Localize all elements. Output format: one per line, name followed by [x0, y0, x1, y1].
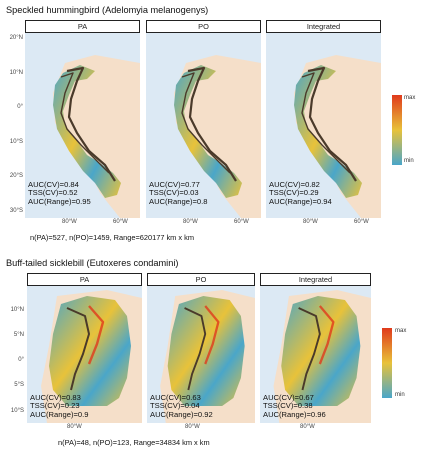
- species-title: Speckled hummingbird (Adelomyia melanoge…: [6, 5, 209, 15]
- suitability-map: [146, 33, 261, 218]
- metric-tss-cv: TSS(CV)=0.03: [149, 188, 199, 198]
- expert-range-outline: [66, 66, 116, 182]
- x-tick: 80°W: [185, 424, 200, 430]
- legend-max-label: max: [404, 95, 416, 101]
- y-tick: 20°N: [9, 35, 23, 41]
- suitability-surface: [174, 65, 242, 198]
- x-tick: 80°W: [67, 424, 82, 430]
- y-tick: 10°S: [10, 408, 24, 414]
- species-block-1: Speckled hummingbird (Adelomyia melanoge…: [6, 5, 416, 242]
- map-panel-po: PO AUC(CV)=0.77 TSS(CV)=0.03 AUC(Range)=…: [146, 20, 261, 218]
- metric-tss-cv: TSS(CV)=0.52: [28, 188, 78, 198]
- model-metrics: AUC(CV)=0.77 TSS(CV)=0.03 AUC(Range)=0.8: [149, 180, 208, 206]
- metric-auc-cv: AUC(CV)=0.84: [28, 180, 79, 189]
- y-tick: 0°: [18, 357, 24, 363]
- map-panel-integrated: Integrated AUC(CV)=0.67 TSS(CV)=0.38 AUC…: [260, 273, 371, 423]
- x-tick: 80°W: [183, 219, 198, 225]
- metric-auc-range: AUC(Range)=0.94: [269, 196, 332, 206]
- suitability-surface: [49, 296, 131, 406]
- y-tick: 0°: [17, 104, 23, 110]
- map-panel-po: PO AUC(CV)=0.63 TSS(CV)=0.04 AUC(Range)=…: [147, 273, 255, 423]
- metric-auc-cv: AUC(CV)=0.63: [150, 393, 201, 402]
- legend-min-label: min: [404, 158, 414, 164]
- x-tick: 60°W: [234, 219, 249, 225]
- y-tick: 10°S: [9, 139, 23, 145]
- panel-strip: PO: [147, 273, 255, 286]
- model-metrics: AUC(CV)=0.67 TSS(CV)=0.38 AUC(Range)=0.9…: [263, 393, 326, 419]
- color-legend: [382, 328, 392, 398]
- sample-size-note: n(PA)=48, n(PO)=123, Range=34834 km x km: [58, 438, 210, 447]
- x-tick: 80°W: [300, 424, 315, 430]
- metric-auc-range: AUC(Range)=0.92: [150, 409, 213, 419]
- y-tick: 20°S: [9, 173, 23, 179]
- landmass: [174, 55, 261, 218]
- color-legend: [392, 95, 402, 165]
- y-tick: 5°N: [13, 332, 24, 338]
- species-title: Buff-tailed sicklebill (Eutoxeres condam…: [6, 258, 179, 268]
- metric-auc-range: AUC(Range)=0.96: [263, 409, 326, 419]
- expert-range-outline: [60, 72, 110, 174]
- suitability-map: [266, 33, 381, 218]
- metric-auc-range: AUC(Range)=0.8: [149, 196, 208, 206]
- expert-range-outline: [184, 307, 207, 391]
- map-panel-integrated: Integrated AUC(CV)=0.82 TSS(CV)=0.29 AUC…: [266, 20, 381, 218]
- high-suitability-band: [318, 305, 335, 365]
- metric-tss-cv: TSS(CV)=0.29: [269, 188, 319, 198]
- metric-auc-cv: AUC(CV)=0.82: [269, 180, 320, 189]
- model-metrics: AUC(CV)=0.82 TSS(CV)=0.29 AUC(Range)=0.9…: [269, 180, 332, 206]
- suitability-surface: [167, 296, 245, 406]
- x-tick: 80°W: [62, 219, 77, 225]
- metric-auc-cv: AUC(CV)=0.67: [263, 393, 314, 402]
- panel-strip: PO: [146, 20, 261, 33]
- high-suitability-band: [87, 305, 105, 365]
- high-suitability-band: [204, 305, 220, 365]
- species-block-2: Buff-tailed sicklebill (Eutoxeres condam…: [0, 250, 422, 454]
- y-tick: 30°S: [9, 208, 23, 214]
- suitability-map: [147, 286, 255, 423]
- metric-auc-cv: AUC(CV)=0.83: [30, 393, 81, 402]
- suitability-map: [27, 286, 142, 423]
- metric-auc-range: AUC(Range)=0.9: [30, 409, 89, 419]
- model-metrics: AUC(CV)=0.83 TSS(CV)=0.23 AUC(Range)=0.9: [30, 393, 89, 419]
- panel-strip: Integrated: [266, 20, 381, 33]
- expert-range-outline: [307, 66, 357, 182]
- map-panel-pa: PA AUC(CV)=0.84 TSS(CV)=0.52 AUC(Range)=…: [25, 20, 140, 218]
- legend-min-label: min: [395, 392, 405, 398]
- suitability-map: [25, 33, 140, 218]
- landmass: [294, 55, 381, 218]
- y-tick: 10°N: [9, 70, 23, 76]
- expert-range-outline: [181, 72, 231, 174]
- model-metrics: AUC(CV)=0.63 TSS(CV)=0.04 AUC(Range)=0.9…: [150, 393, 213, 419]
- metric-auc-range: AUC(Range)=0.95: [28, 196, 91, 206]
- panel-strip: PA: [25, 20, 140, 33]
- expert-range-outline: [298, 307, 321, 391]
- legend-max-label: max: [395, 328, 407, 334]
- x-tick: 60°W: [113, 219, 128, 225]
- expert-range-outline: [187, 66, 237, 182]
- suitability-surface: [53, 65, 121, 198]
- panel-strip: Integrated: [260, 273, 371, 286]
- metric-tss-cv: TSS(CV)=0.38: [263, 401, 313, 411]
- suitability-map: [260, 286, 371, 423]
- suitability-surface: [281, 296, 361, 406]
- y-tick: 5°S: [14, 382, 24, 388]
- panel-strip: PA: [27, 273, 142, 286]
- y-tick: 10°N: [10, 307, 24, 313]
- metric-auc-cv: AUC(CV)=0.77: [149, 180, 200, 189]
- sample-size-note: n(PA)=527, n(PO)=1459, Range=620177 km x…: [30, 233, 194, 242]
- landmass: [53, 55, 140, 218]
- x-tick: 60°W: [354, 219, 369, 225]
- expert-range-outline: [66, 307, 90, 391]
- map-panel-pa: PA AUC(CV)=0.83 TSS(CV)=0.23 AUC(Range)=…: [27, 273, 142, 423]
- metric-tss-cv: TSS(CV)=0.04: [150, 401, 200, 411]
- suitability-surface: [294, 65, 362, 198]
- metric-tss-cv: TSS(CV)=0.23: [30, 401, 80, 411]
- expert-range-outline: [301, 72, 351, 174]
- model-metrics: AUC(CV)=0.84 TSS(CV)=0.52 AUC(Range)=0.9…: [28, 180, 91, 206]
- x-tick: 80°W: [303, 219, 318, 225]
